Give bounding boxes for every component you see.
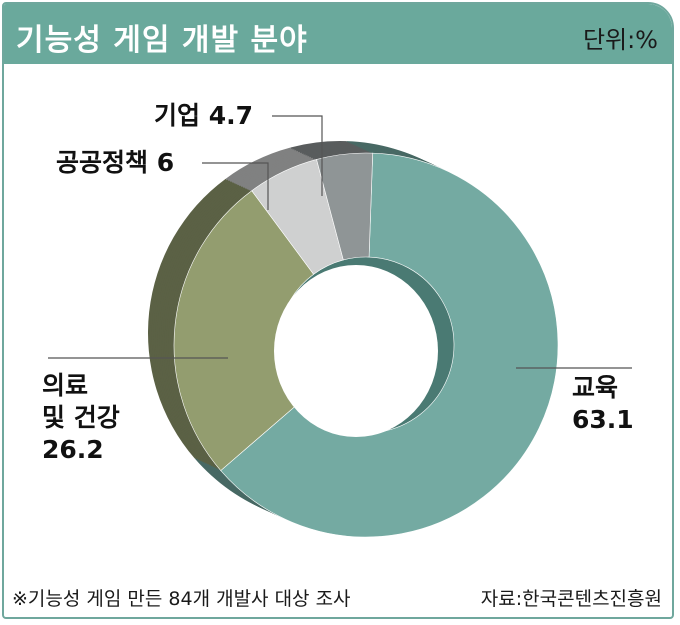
- chart-frame: 기능성 게임 개발 분야 단위:% 기업 4.7 공공정책 6 의료 및 건강 …: [2, 2, 674, 619]
- leader-lines: [48, 115, 632, 369]
- label-education-name: 교육: [572, 373, 619, 402]
- source-note: 자료:한국콘텐츠진흥원: [480, 588, 662, 610]
- leader-policy: [202, 162, 269, 211]
- label-health-line2: 및 건강: [42, 403, 120, 432]
- slice-education: [220, 152, 559, 538]
- unit-label: 단위:%: [582, 26, 658, 54]
- donut-chart: [48, 115, 632, 538]
- label-health-line1: 의료: [42, 371, 89, 400]
- leader-business: [272, 115, 323, 196]
- slice-business: [316, 152, 374, 261]
- label-education: 교육 63.1: [572, 372, 634, 436]
- label-health-value: 26.2: [42, 435, 104, 464]
- title-bar: 기능성 게임 개발 분야 단위:%: [4, 4, 672, 64]
- chart-title: 기능성 게임 개발 분야: [16, 23, 308, 58]
- donut-face: [173, 152, 559, 538]
- label-policy: 공공정책 6: [56, 148, 175, 177]
- label-education-value: 63.1: [572, 405, 634, 434]
- label-business: 기업 4.7: [154, 101, 253, 130]
- label-health: 의료 및 건강 26.2: [42, 370, 120, 466]
- donut-hole: [274, 265, 438, 437]
- survey-note: ※기능성 게임 만든 84개 개발사 대상 조사: [12, 588, 351, 610]
